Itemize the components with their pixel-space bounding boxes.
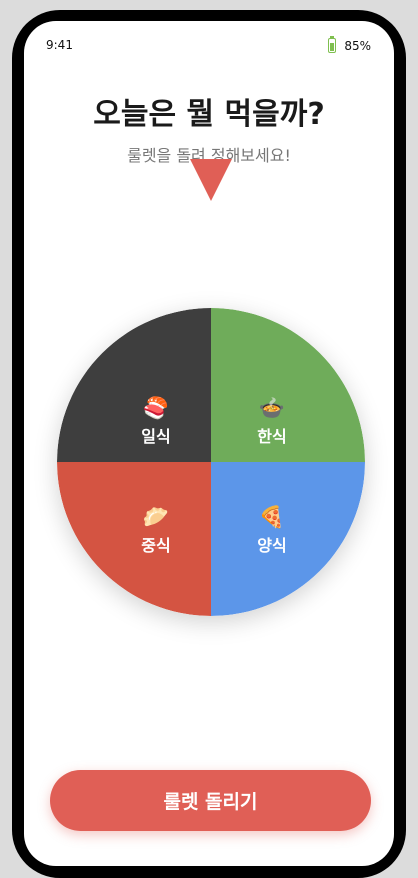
status-time: 9:41 [46, 38, 73, 52]
slice-label-jungsik: 🥟 중식 [116, 505, 196, 556]
slice-label-yangsik: 🍕 양식 [232, 505, 312, 556]
screen: 9:41 85% 오늘은 뭘 먹을까? 룰렛을 돌려 정해보세요! 🍲 한식 🍕 [24, 21, 394, 866]
slice-text: 한식 [257, 427, 287, 446]
page-subtitle: 룰렛을 돌려 정해보세요! [127, 146, 291, 165]
pizza-icon: 🍕 [258, 505, 286, 529]
slice-jungsik [57, 462, 211, 616]
roulette-wheel[interactable]: 🍲 한식 🍕 양식 🥟 중식 🍣 일식 [57, 308, 365, 616]
slice-hansik [211, 308, 365, 462]
slice-text: 양식 [257, 536, 287, 555]
roulette-pointer-icon [190, 159, 232, 201]
slice-yangsik [211, 462, 365, 616]
dumpling-icon: 🥟 [142, 505, 170, 529]
stew-icon: 🍲 [258, 396, 286, 420]
phone-frame: 9:41 85% 오늘은 뭘 먹을까? 룰렛을 돌려 정해보세요! 🍲 한식 🍕 [12, 10, 406, 878]
battery-icon [328, 36, 337, 53]
wheel-graphic [57, 308, 365, 616]
spin-roulette-button[interactable]: 룰렛 돌리기 [50, 770, 371, 831]
battery-level: 85% [344, 38, 371, 53]
slice-text: 일식 [141, 427, 171, 446]
slice-ilsik [57, 308, 211, 462]
page-title: 오늘은 뭘 먹을까? [93, 97, 325, 132]
slice-label-ilsik: 🍣 일식 [116, 396, 196, 447]
slice-label-hansik: 🍲 한식 [232, 396, 312, 447]
status-bar: 9:41 85% [24, 36, 394, 56]
sushi-icon: 🍣 [142, 396, 170, 420]
slice-text: 중식 [141, 536, 171, 555]
status-right: 85% [328, 36, 371, 53]
